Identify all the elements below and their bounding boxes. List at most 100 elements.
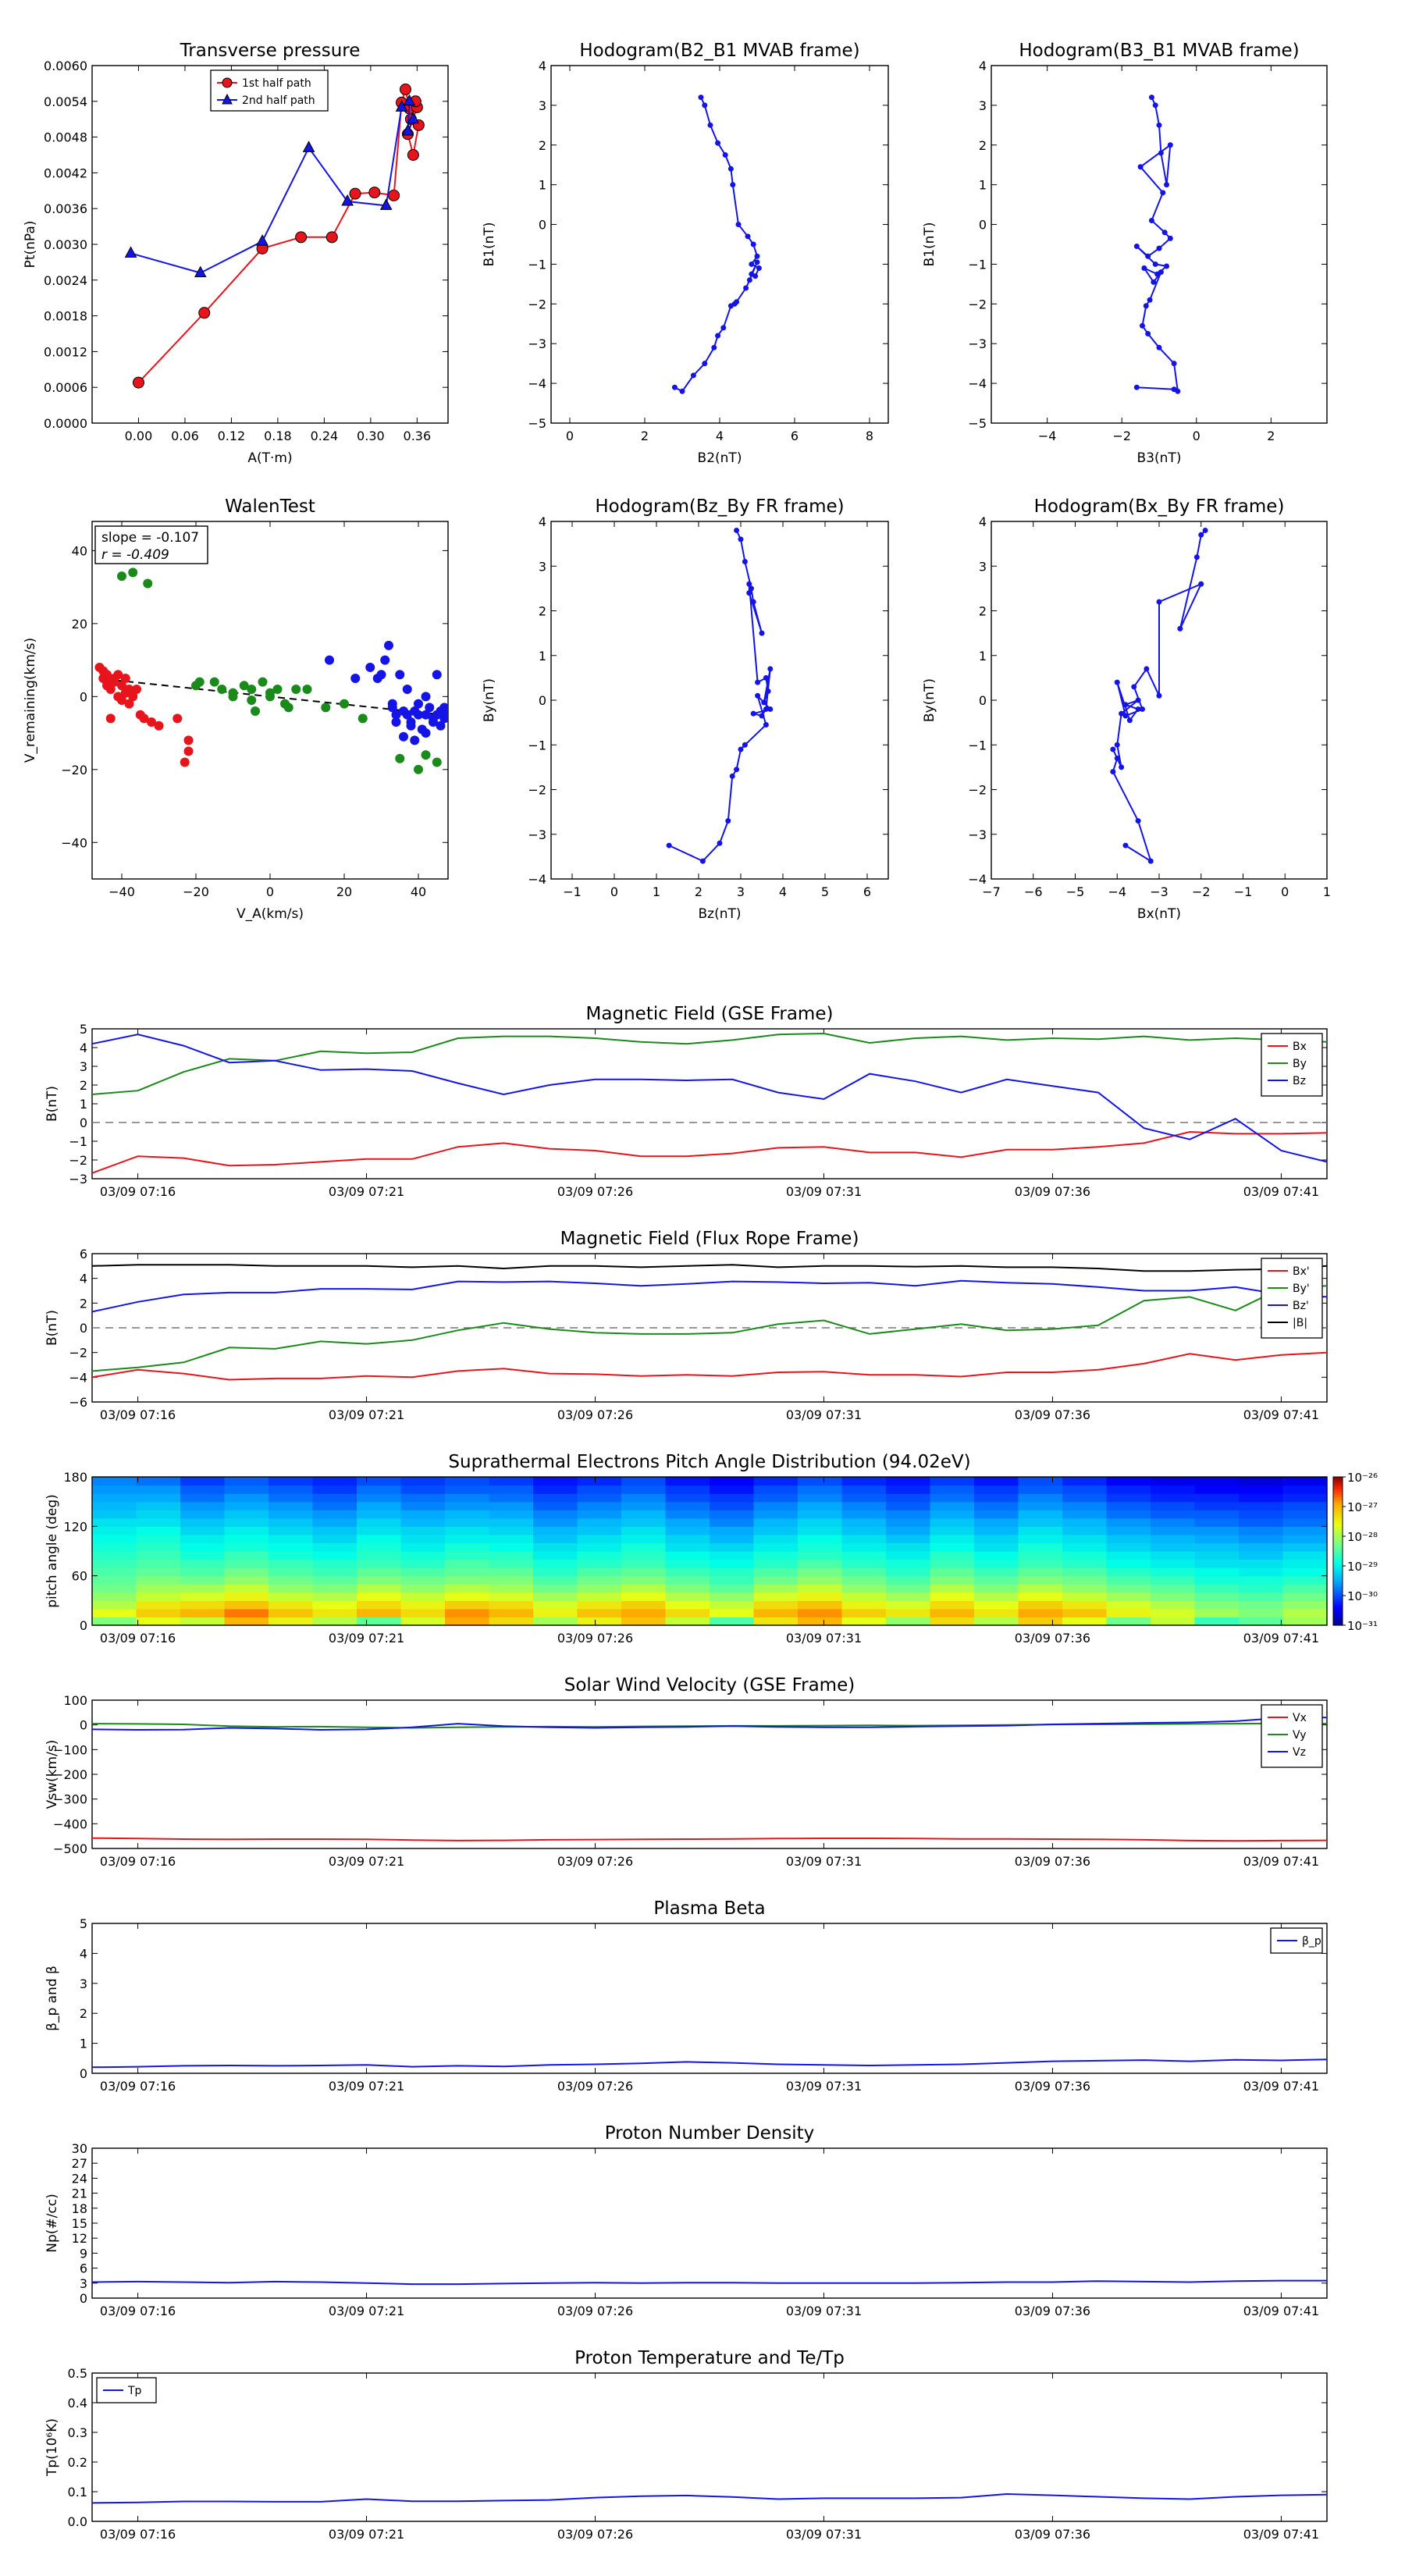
y-tick-label: 60: [72, 1569, 87, 1584]
heatmap-cell: [533, 1517, 578, 1527]
heatmap-cell: [1239, 1617, 1284, 1626]
x-tick-label: 03/09 07:41: [1243, 1631, 1319, 1646]
data-point: [283, 703, 293, 713]
data-point: [761, 699, 767, 706]
heatmap-cell: [621, 1575, 667, 1585]
data-point: [1156, 344, 1162, 350]
heatmap-cell: [930, 1493, 975, 1503]
heatmap-cell: [974, 1534, 1019, 1544]
heatmap-cell: [930, 1534, 975, 1544]
x-tick-label: 03/09 07:41: [1243, 1184, 1319, 1199]
heatmap-cell: [269, 1608, 314, 1618]
colorbar-segment: [1333, 1526, 1343, 1530]
data-point: [754, 259, 760, 265]
heatmap-cell: [886, 1584, 931, 1593]
legend-label: Tp: [127, 2385, 142, 2397]
heatmap-cell: [710, 1551, 755, 1560]
data-point: [746, 581, 752, 587]
y-tick-label: −20: [61, 763, 87, 777]
chart-sw-velocity: Solar Wind Velocity (GSE Frame) −500 −400 −…: [44, 1675, 1328, 1869]
heatmap-cell: [798, 1517, 843, 1527]
data-point: [379, 198, 393, 210]
heatmap-cell: [798, 1600, 843, 1610]
heatmap-cell: [269, 1617, 314, 1626]
data-point: [1145, 253, 1151, 259]
plot-frame: [991, 521, 1328, 880]
heatmap-cell: [753, 1592, 799, 1601]
legend-label: Bz: [1293, 1075, 1306, 1087]
heatmap-cell: [710, 1600, 755, 1610]
y-tick-label: 6: [80, 1247, 87, 1261]
legend-label: Bx': [1293, 1265, 1310, 1278]
heatmap-cell: [577, 1526, 622, 1535]
heatmap-cell: [224, 1617, 269, 1626]
heatmap-cell: [930, 1526, 975, 1535]
heatmap-cell: [1239, 1501, 1284, 1510]
x-tick-label: 0: [566, 429, 574, 443]
y-tick-label: 21: [72, 2186, 87, 2201]
data-point: [105, 713, 116, 724]
chart-hodogram-bx-by: Hodogram(Bx_By FR frame)−4−3−2−101234−7−…: [922, 496, 1331, 922]
colorbar-segment: [1333, 1507, 1343, 1510]
y-axis-label: B(nT): [44, 1310, 60, 1346]
heatmap-cell: [400, 1485, 446, 1494]
y-tick-label: 0.0000: [44, 416, 87, 431]
data-point: [414, 764, 423, 774]
colorbar-segment: [1333, 1528, 1343, 1532]
data-point: [698, 94, 704, 101]
colorbar-segment: [1333, 1615, 1343, 1619]
y-tick-label: −1: [968, 738, 987, 753]
heatmap-cell: [753, 1608, 799, 1618]
heatmap-cell: [665, 1493, 710, 1503]
x-tick-label: −7: [982, 884, 1001, 899]
heatmap-cell: [1062, 1510, 1108, 1519]
heatmap-cell: [886, 1617, 931, 1626]
colorbar-segment: [1333, 1514, 1343, 1517]
heatmap-cell: [136, 1559, 181, 1568]
y-tick-label: 3: [539, 98, 546, 113]
heatmap-cell: [136, 1600, 181, 1610]
heatmap-cell: [710, 1559, 755, 1568]
y-tick-label: 2: [80, 1078, 87, 1093]
data-point: [1177, 625, 1183, 632]
chart-title: Proton Temperature and Te/Tp: [574, 2348, 845, 2368]
y-tick-label: −500: [53, 1841, 87, 1856]
heatmap-cell: [930, 1608, 975, 1618]
colorbar-segment: [1333, 1585, 1343, 1589]
heatmap-cell: [753, 1559, 799, 1568]
legend-label: Vx: [1293, 1712, 1307, 1724]
series-line-2nd half path: [130, 99, 414, 274]
data-point: [1152, 261, 1158, 267]
heatmap-cell: [400, 1493, 446, 1503]
data-point: [1137, 164, 1144, 170]
heatmap-cell: [798, 1608, 843, 1618]
heatmap-cell: [841, 1567, 887, 1577]
heatmap-cell: [753, 1526, 799, 1535]
data-point: [1202, 527, 1208, 533]
y-tick-label: −3: [968, 336, 987, 351]
heatmap-cell: [621, 1493, 667, 1503]
data-point: [1110, 746, 1116, 753]
data-point: [143, 578, 153, 589]
data-point: [1141, 265, 1147, 272]
heatmap-cell: [312, 1559, 357, 1568]
y-tick-label: −1: [528, 738, 546, 753]
plot-data: [94, 568, 448, 774]
heatmap-cell: [445, 1567, 490, 1577]
heatmap-cell: [974, 1559, 1019, 1568]
heatmap-cell: [400, 1575, 446, 1585]
heatmap-cell: [930, 1567, 975, 1577]
heatmap-cell: [1239, 1542, 1284, 1552]
heatmap-cell: [92, 1477, 137, 1486]
heatmap-cell: [92, 1600, 137, 1610]
plot-frame: [550, 521, 889, 880]
heatmap-cell: [665, 1551, 710, 1560]
heatmap-cell: [1018, 1534, 1063, 1544]
heatmap-cell: [489, 1485, 534, 1494]
data-point: [738, 536, 744, 543]
y-tick-label: 0.3: [68, 2425, 87, 2440]
data-point: [763, 674, 769, 681]
data-point: [388, 189, 400, 201]
heatmap-cell: [533, 1510, 578, 1519]
data-point: [1158, 269, 1164, 276]
